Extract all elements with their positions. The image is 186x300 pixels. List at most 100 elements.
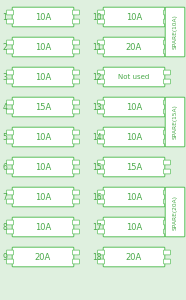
FancyBboxPatch shape (103, 157, 165, 177)
FancyBboxPatch shape (165, 97, 185, 147)
FancyBboxPatch shape (98, 40, 104, 45)
FancyBboxPatch shape (7, 169, 13, 174)
FancyBboxPatch shape (12, 217, 74, 237)
FancyBboxPatch shape (165, 7, 185, 57)
FancyBboxPatch shape (103, 127, 165, 147)
FancyBboxPatch shape (164, 160, 170, 165)
FancyBboxPatch shape (164, 19, 170, 24)
FancyBboxPatch shape (12, 247, 74, 267)
FancyBboxPatch shape (73, 250, 79, 255)
FancyBboxPatch shape (73, 70, 79, 75)
Text: 10A: 10A (126, 103, 142, 112)
Text: SPARE(20A): SPARE(20A) (172, 194, 177, 230)
FancyBboxPatch shape (164, 130, 170, 135)
Text: 2: 2 (3, 43, 7, 52)
FancyBboxPatch shape (164, 79, 170, 84)
Text: 9: 9 (3, 253, 7, 262)
FancyBboxPatch shape (73, 199, 79, 204)
FancyBboxPatch shape (164, 40, 170, 45)
FancyBboxPatch shape (73, 10, 79, 15)
Text: 6: 6 (3, 163, 7, 172)
FancyBboxPatch shape (98, 79, 104, 84)
Text: 13: 13 (92, 103, 102, 112)
FancyBboxPatch shape (164, 259, 170, 264)
FancyBboxPatch shape (98, 19, 104, 24)
FancyBboxPatch shape (98, 70, 104, 75)
FancyBboxPatch shape (73, 130, 79, 135)
FancyBboxPatch shape (73, 160, 79, 165)
Text: 10: 10 (92, 13, 102, 22)
Text: 4: 4 (3, 103, 7, 112)
Text: SPARE(10A): SPARE(10A) (172, 15, 177, 50)
Text: 7: 7 (3, 193, 7, 202)
FancyBboxPatch shape (98, 10, 104, 15)
FancyBboxPatch shape (98, 49, 104, 54)
FancyBboxPatch shape (7, 160, 13, 165)
FancyBboxPatch shape (73, 139, 79, 144)
FancyBboxPatch shape (7, 19, 13, 24)
Text: 14: 14 (92, 133, 102, 142)
FancyBboxPatch shape (164, 250, 170, 255)
Text: 10A: 10A (35, 133, 51, 142)
FancyBboxPatch shape (7, 139, 13, 144)
FancyBboxPatch shape (7, 79, 13, 84)
Text: SPARE(15A): SPARE(15A) (172, 105, 177, 140)
Text: 1: 1 (3, 13, 7, 22)
FancyBboxPatch shape (98, 169, 104, 174)
FancyBboxPatch shape (73, 220, 79, 225)
Text: 20A: 20A (126, 43, 142, 52)
FancyBboxPatch shape (98, 139, 104, 144)
FancyBboxPatch shape (7, 109, 13, 114)
FancyBboxPatch shape (12, 7, 74, 27)
FancyBboxPatch shape (164, 199, 170, 204)
Text: 15: 15 (92, 163, 102, 172)
FancyBboxPatch shape (7, 130, 13, 135)
FancyBboxPatch shape (164, 100, 170, 105)
Text: 15A: 15A (35, 103, 51, 112)
Text: 15A: 15A (126, 163, 142, 172)
Text: 5: 5 (3, 133, 7, 142)
FancyBboxPatch shape (98, 160, 104, 165)
FancyBboxPatch shape (164, 109, 170, 114)
FancyBboxPatch shape (12, 187, 74, 207)
FancyBboxPatch shape (7, 229, 13, 234)
FancyBboxPatch shape (164, 169, 170, 174)
FancyBboxPatch shape (7, 190, 13, 195)
Text: 16: 16 (92, 193, 102, 202)
Text: 10A: 10A (35, 163, 51, 172)
Text: 10A: 10A (35, 43, 51, 52)
FancyBboxPatch shape (7, 40, 13, 45)
FancyBboxPatch shape (73, 259, 79, 264)
FancyBboxPatch shape (98, 250, 104, 255)
FancyBboxPatch shape (164, 220, 170, 225)
FancyBboxPatch shape (164, 190, 170, 195)
FancyBboxPatch shape (73, 109, 79, 114)
FancyBboxPatch shape (103, 217, 165, 237)
FancyBboxPatch shape (98, 199, 104, 204)
FancyBboxPatch shape (73, 40, 79, 45)
FancyBboxPatch shape (164, 49, 170, 54)
FancyBboxPatch shape (12, 67, 74, 87)
FancyBboxPatch shape (98, 130, 104, 135)
FancyBboxPatch shape (7, 70, 13, 75)
Text: 10A: 10A (35, 223, 51, 232)
FancyBboxPatch shape (12, 127, 74, 147)
FancyBboxPatch shape (12, 157, 74, 177)
FancyBboxPatch shape (103, 97, 165, 117)
FancyBboxPatch shape (98, 220, 104, 225)
FancyBboxPatch shape (103, 7, 165, 27)
FancyBboxPatch shape (98, 229, 104, 234)
FancyBboxPatch shape (103, 187, 165, 207)
FancyBboxPatch shape (7, 259, 13, 264)
Text: 12: 12 (92, 73, 102, 82)
Text: 8: 8 (3, 223, 7, 232)
Text: 10A: 10A (35, 13, 51, 22)
FancyBboxPatch shape (73, 100, 79, 105)
FancyBboxPatch shape (73, 190, 79, 195)
FancyBboxPatch shape (164, 229, 170, 234)
FancyBboxPatch shape (165, 187, 185, 237)
FancyBboxPatch shape (103, 247, 165, 267)
FancyBboxPatch shape (164, 70, 170, 75)
Text: 11: 11 (92, 43, 102, 52)
FancyBboxPatch shape (98, 109, 104, 114)
